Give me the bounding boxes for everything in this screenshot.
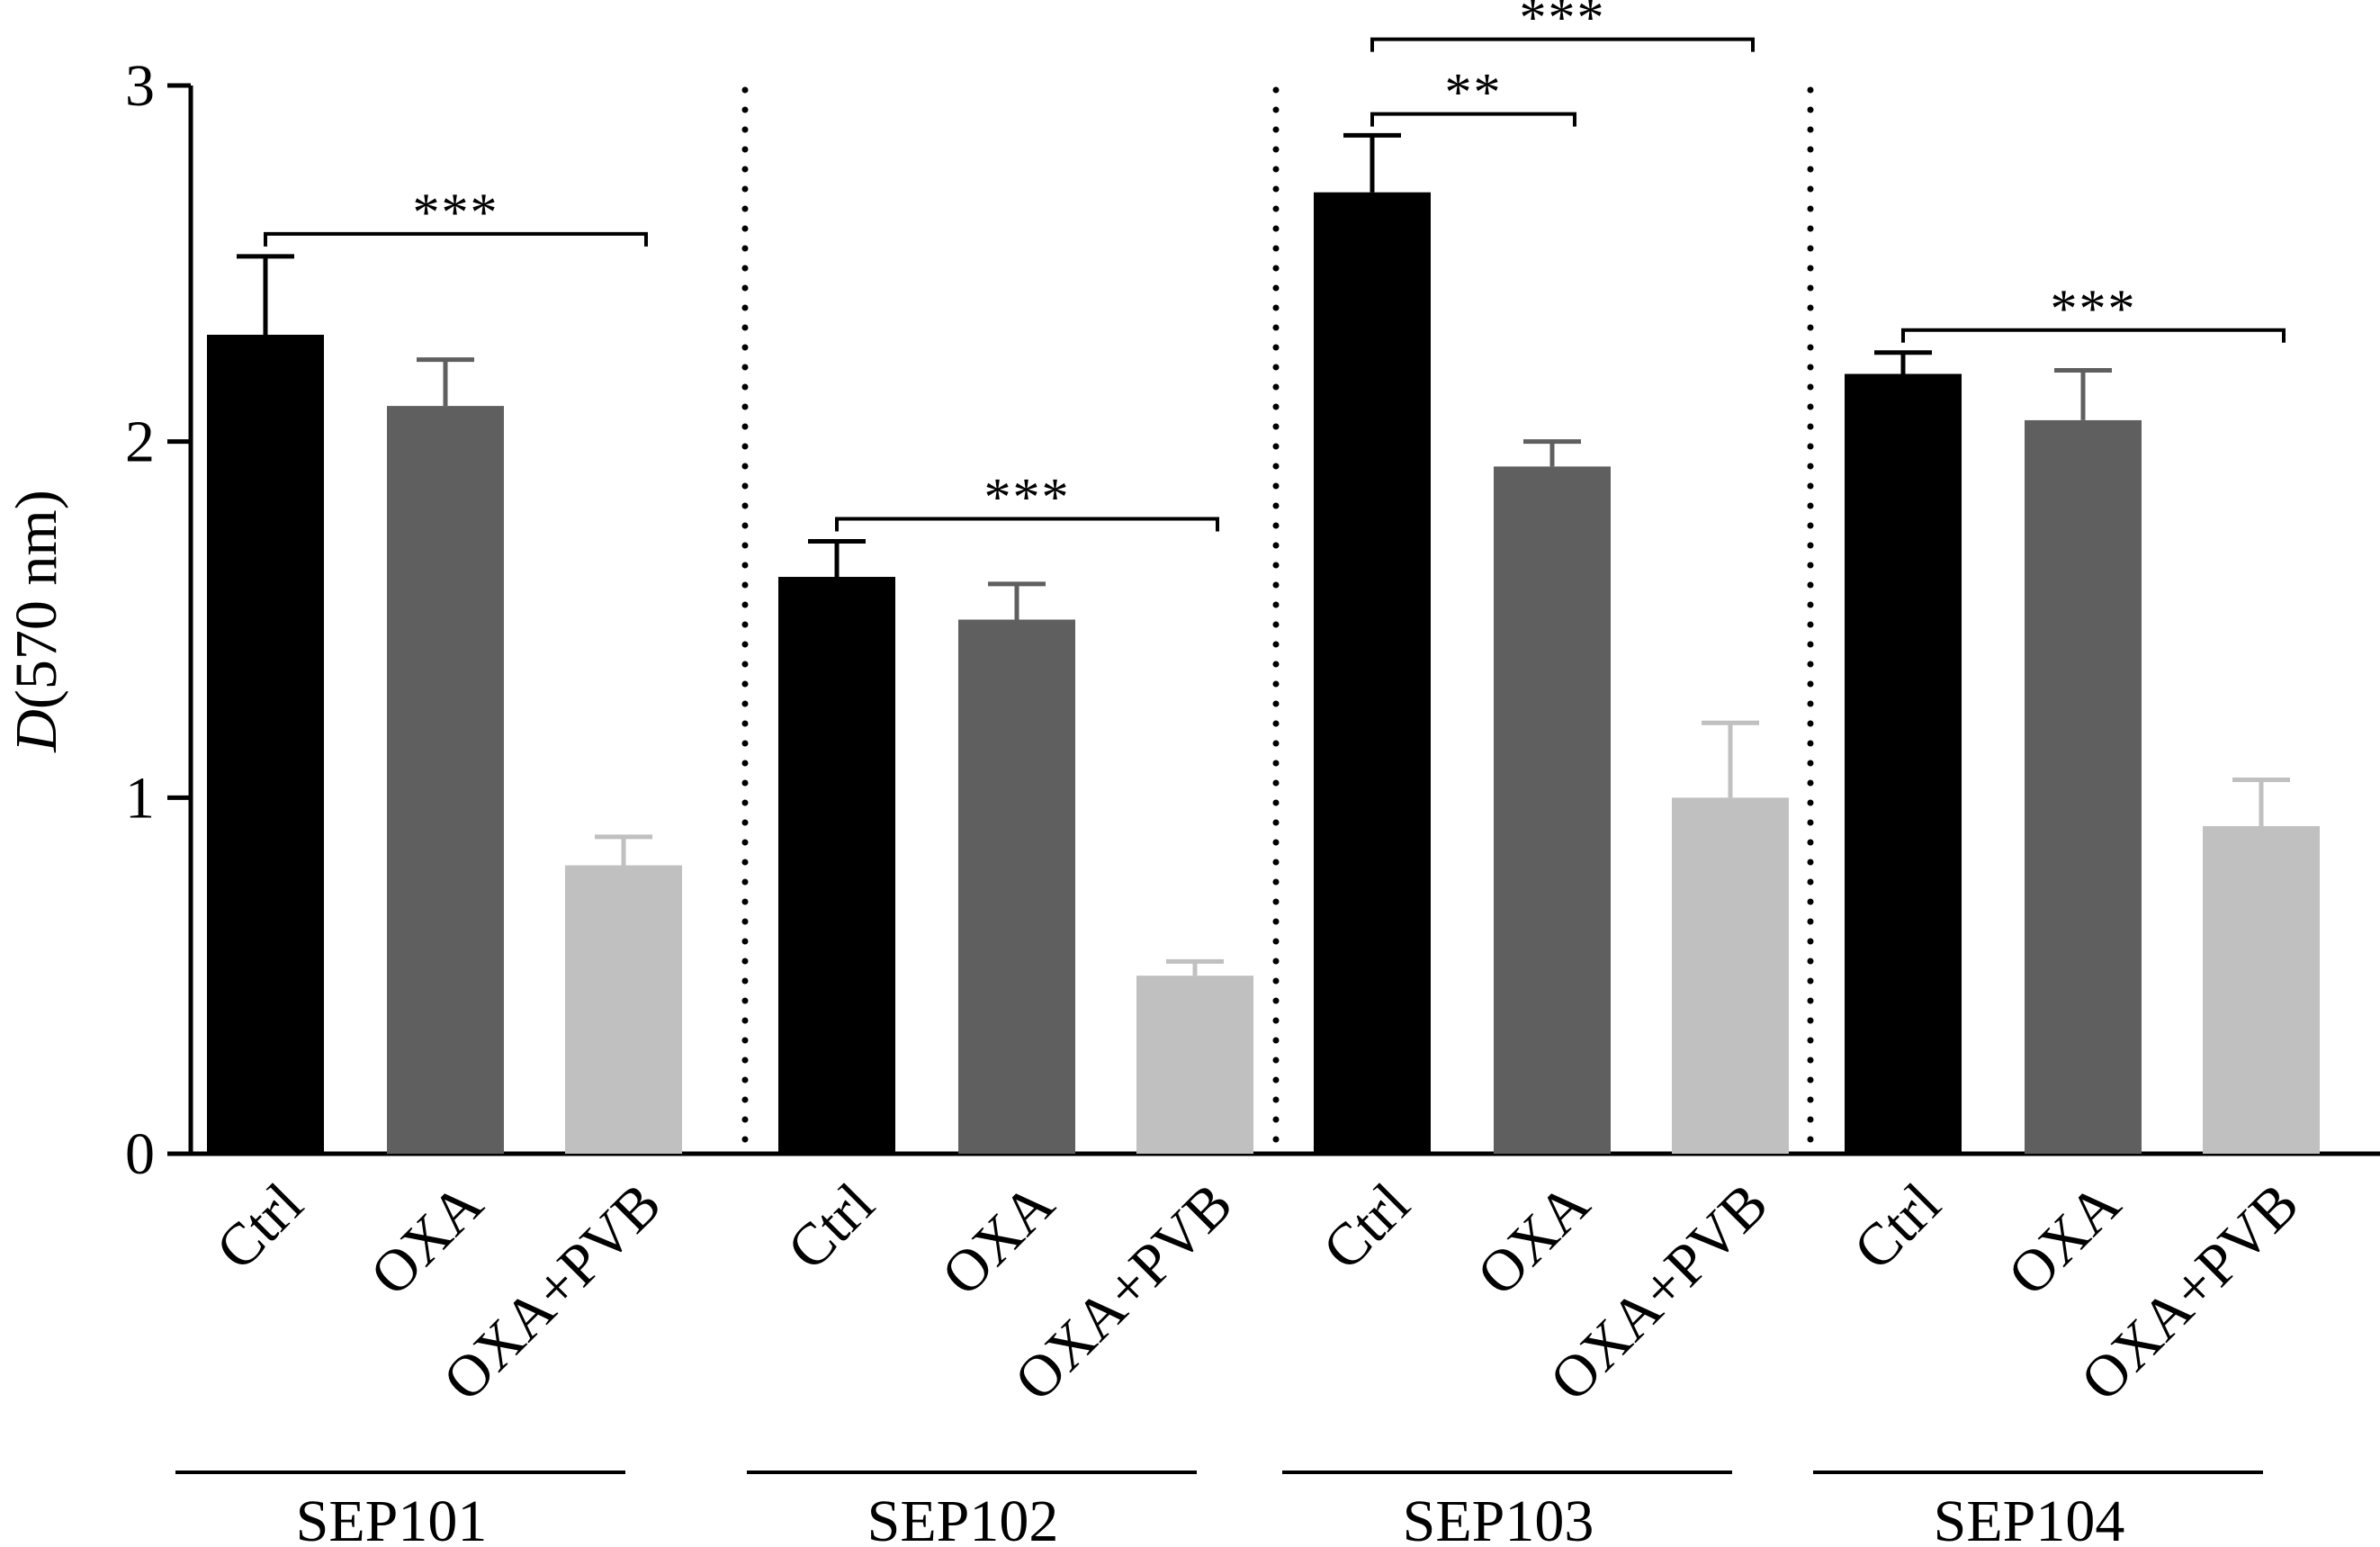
- significance-label: ***: [2051, 279, 2137, 338]
- bar-sep103-ctrl: [1314, 192, 1431, 1155]
- significance-label: ***: [413, 183, 499, 242]
- y-tick-label: 2: [125, 409, 155, 475]
- significance-brackets: **************: [264, 0, 2286, 532]
- bar-sep104-oxa-pvb: [2203, 825, 2320, 1154]
- error-bars: [237, 132, 2290, 976]
- y-tick-label: 1: [125, 765, 155, 831]
- bar-sep102-oxa: [958, 619, 1075, 1154]
- bar-sep101-ctrl: [207, 334, 324, 1154]
- bars: [207, 192, 2320, 1155]
- category-label: OXA: [358, 1171, 496, 1309]
- y-axis-label-rest: (570 nm): [4, 490, 69, 709]
- y-axis-label: D(570 nm): [4, 490, 69, 752]
- group-separators: [741, 86, 1814, 1148]
- y-tick-label: 0: [125, 1121, 155, 1187]
- significance-label: **: [1445, 63, 1503, 122]
- significance-bracket: [1370, 112, 1576, 127]
- y-axis-label-italic: D: [4, 709, 69, 753]
- group-label: SEP103: [1403, 1489, 1594, 1547]
- significance-bracket: [835, 517, 1219, 532]
- significance-bracket: [1901, 328, 2286, 343]
- bar-sep103-oxa-pvb: [1672, 797, 1789, 1154]
- group-label: SEP101: [296, 1489, 488, 1547]
- bar-sep102-ctrl: [778, 577, 895, 1154]
- group-label: SEP102: [867, 1489, 1059, 1547]
- bar-sep104-ctrl: [1845, 373, 1962, 1154]
- group-label: SEP104: [1934, 1489, 2125, 1547]
- significance-label: ***: [984, 467, 1071, 526]
- category-label: Ctrl: [203, 1171, 315, 1282]
- bar-sep104-oxa: [2025, 419, 2142, 1155]
- y-tick-label: 3: [125, 53, 155, 119]
- category-label: Ctrl: [1841, 1171, 1953, 1282]
- category-label: Ctrl: [1310, 1171, 1422, 1282]
- bar-sep102-oxa-pvb: [1136, 976, 1253, 1154]
- category-label: OXA: [1996, 1171, 2133, 1309]
- category-label: Ctrl: [775, 1171, 886, 1282]
- bar-sep101-oxa-pvb: [565, 865, 682, 1154]
- bar-sep103-oxa: [1494, 466, 1611, 1154]
- category-label: OXA: [1465, 1171, 1603, 1309]
- category-label: OXA: [930, 1171, 1067, 1309]
- significance-label: ***: [1520, 0, 1606, 48]
- significance-bracket: [1370, 37, 1755, 52]
- significance-bracket: [264, 231, 648, 247]
- chart-axes: 0 1 2 3 D(570 nm): [4, 53, 2380, 1187]
- bar-sep101-oxa: [387, 406, 504, 1155]
